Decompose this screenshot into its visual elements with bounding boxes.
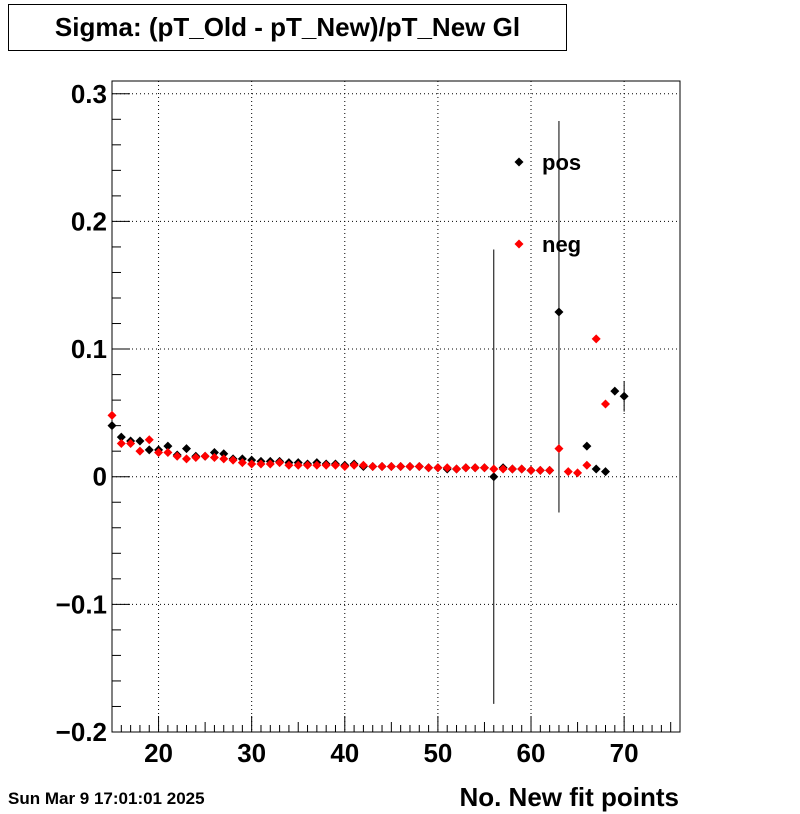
data-point-neg <box>228 455 238 465</box>
data-point-neg <box>247 459 257 469</box>
data-point-neg <box>358 460 368 470</box>
legend: pos neg <box>514 150 581 257</box>
data-point-neg <box>554 444 564 454</box>
data-point-pos <box>116 432 126 442</box>
legend-entry-pos: pos <box>514 150 581 175</box>
data-point-pos <box>582 441 592 451</box>
x-tick-label: 40 <box>330 738 359 768</box>
marker-layer <box>107 307 629 482</box>
data-point-neg <box>461 463 471 473</box>
data-point-neg <box>284 460 294 470</box>
data-point-neg <box>181 454 191 464</box>
data-point-neg <box>601 399 611 409</box>
data-point-neg <box>498 464 508 474</box>
data-point-neg <box>442 463 452 473</box>
data-point-neg <box>526 465 536 475</box>
data-point-neg <box>209 453 219 463</box>
y-tick-label: 0.3 <box>71 79 107 109</box>
y-tick-label: −0.1 <box>56 589 107 619</box>
x-tick-label: 60 <box>517 738 546 768</box>
data-point-pos <box>135 436 145 446</box>
data-point-neg <box>349 460 359 470</box>
data-point-neg <box>479 463 489 473</box>
x-tick-label: 70 <box>610 738 639 768</box>
x-tick-label: 50 <box>423 738 452 768</box>
data-point-pos <box>107 421 117 431</box>
data-point-neg <box>368 461 378 471</box>
y-tick-label: 0.2 <box>71 206 107 236</box>
data-point-neg <box>172 451 182 461</box>
data-point-pos <box>601 467 611 477</box>
data-point-neg <box>507 464 517 474</box>
data-point-neg <box>489 464 499 474</box>
data-point-neg <box>163 447 173 457</box>
x-tick-label: 20 <box>144 738 173 768</box>
x-tick-label: 30 <box>237 738 266 768</box>
data-point-neg <box>396 461 406 471</box>
data-point-neg <box>321 460 331 470</box>
data-point-neg <box>144 435 154 445</box>
data-point-neg <box>470 463 480 473</box>
x-axis-title: No. New fit points <box>459 782 679 812</box>
data-point-neg <box>573 468 583 478</box>
data-point-neg <box>135 446 145 456</box>
data-point-pos <box>554 307 564 317</box>
tick-layer: 20 30 40 50 60 70 −0.2 −0.1 0 0.1 0.2 0.3 <box>56 79 672 768</box>
data-point-neg <box>237 458 247 468</box>
legend-label-pos: pos <box>542 150 581 175</box>
data-point-neg <box>256 459 266 469</box>
legend-label-neg: neg <box>542 232 581 257</box>
data-point-neg <box>312 460 322 470</box>
error-bar-layer <box>493 121 625 704</box>
data-point-neg <box>386 461 396 471</box>
data-point-neg <box>275 458 285 468</box>
data-point-neg <box>517 464 527 474</box>
data-point-pos <box>619 391 629 401</box>
plot-frame <box>111 80 681 733</box>
data-point-neg <box>107 410 117 420</box>
data-point-neg <box>219 454 229 464</box>
data-point-neg <box>424 463 434 473</box>
data-point-neg <box>340 461 350 471</box>
data-point-neg <box>433 463 443 473</box>
data-point-neg <box>200 451 210 461</box>
data-point-neg <box>330 460 340 470</box>
data-point-pos <box>591 464 601 474</box>
y-tick-label: 0 <box>93 462 107 492</box>
grid-layer <box>112 81 680 733</box>
data-point-neg <box>303 460 313 470</box>
data-point-neg <box>535 465 545 475</box>
data-point-neg <box>452 464 462 474</box>
data-point-neg <box>377 461 387 471</box>
chart-title: Sigma: (pT_Old - pT_New)/pT_New Gl <box>54 12 521 42</box>
legend-marker-pos <box>514 157 524 167</box>
data-point-neg <box>126 439 136 449</box>
y-tick-label: −0.2 <box>56 717 107 747</box>
data-point-neg <box>154 447 164 457</box>
data-point-neg <box>116 439 126 449</box>
data-point-neg <box>265 459 275 469</box>
data-point-neg <box>563 467 573 477</box>
data-point-pos <box>209 447 219 457</box>
data-point-pos <box>181 444 191 454</box>
legend-marker-neg <box>514 239 524 249</box>
datestamp: Sun Mar 9 17:01:01 2025 <box>8 789 205 808</box>
data-point-pos <box>489 472 499 482</box>
data-point-neg <box>293 460 303 470</box>
data-point-neg <box>405 461 415 471</box>
data-point-pos <box>163 441 173 451</box>
data-point-pos <box>219 449 229 459</box>
legend-entry-neg: neg <box>514 232 581 257</box>
chart-title-box: Sigma: (pT_Old - pT_New)/pT_New Gl <box>8 4 567 51</box>
data-point-neg <box>591 334 601 344</box>
data-point-neg <box>414 461 424 471</box>
data-point-pos <box>610 386 620 396</box>
data-point-neg <box>582 460 592 470</box>
data-point-neg <box>545 465 555 475</box>
y-tick-label: 0.1 <box>71 334 107 364</box>
data-point-pos <box>144 445 154 455</box>
data-point-neg <box>191 453 201 463</box>
